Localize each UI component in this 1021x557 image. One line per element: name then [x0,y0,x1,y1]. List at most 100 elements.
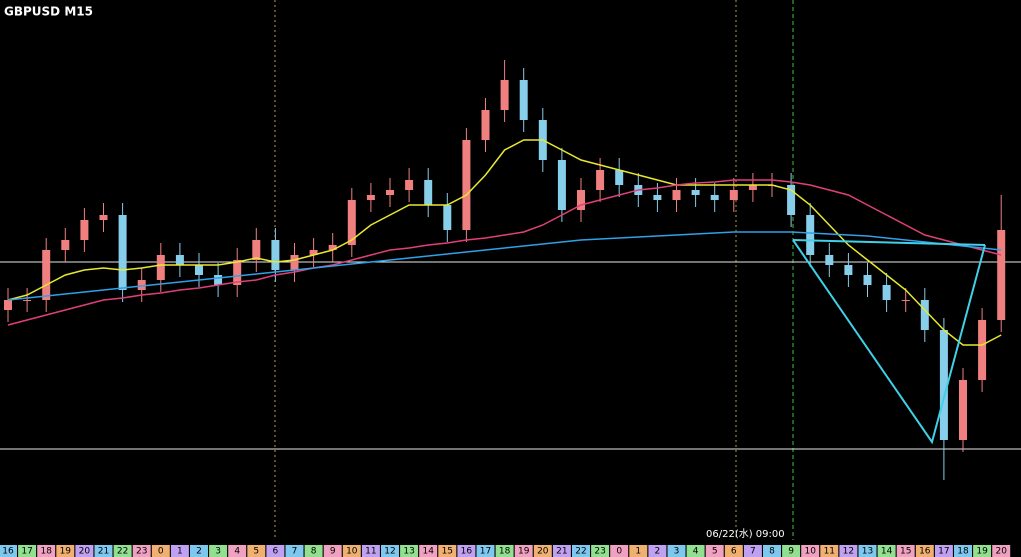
x-tick-label: 4 [693,547,699,557]
candle-body [959,380,967,440]
time-tag [495,545,514,557]
candle-body [4,300,12,310]
x-tick-label: 6 [273,547,279,557]
candle-body [672,190,681,200]
x-tick-label: 23 [136,547,147,557]
time-tag [170,545,189,557]
x-tick-label: 19 [60,547,72,557]
candle-body [118,215,127,290]
time-tag [839,545,858,557]
time-tag [94,545,113,557]
x-tick-label: 18 [957,547,969,557]
candle-body [500,80,509,110]
x-tick-label: 3 [215,547,221,557]
x-tick-label: 9 [330,547,336,557]
time-tag [361,545,380,557]
x-tick-label: 10 [346,547,358,557]
time-tag [743,545,762,557]
candle-body [729,190,738,200]
x-tick-label: 8 [311,547,317,557]
candle-body [214,275,223,285]
x-tick-label: 17 [21,547,32,557]
time-tag [915,545,934,557]
x-tick-label: 14 [881,547,893,557]
candle-body [271,240,280,270]
time-tag [266,545,285,557]
cursor-time: 06/22(水) 09:00 [706,528,785,540]
time-tag [438,545,457,557]
time-tag [973,545,992,557]
x-tick-label: 16 [461,547,473,557]
candle-body [519,80,528,120]
candle-body [424,180,433,205]
x-tick-label: 1 [635,547,641,557]
time-tag [954,545,972,557]
x-tick-label: 14 [422,547,434,557]
candle-body [309,250,318,255]
x-tick-label: 5 [253,547,259,557]
candle-body [557,160,566,210]
time-tag [591,545,610,557]
x-tick-label: 19 [518,547,530,557]
time-tag [820,545,839,557]
candle-body [481,110,490,140]
time-tag [877,545,896,557]
x-tick-label: 11 [365,547,376,557]
time-tag [342,545,361,557]
time-tag [572,545,590,557]
time-tag [419,545,438,557]
candle-body [825,255,834,265]
x-tick-label: 8 [769,547,775,557]
time-tag [381,545,399,557]
time-tag [610,545,629,557]
x-tick-label: 2 [196,547,202,557]
x-tick-label: 19 [976,547,988,557]
candle-body [901,300,910,301]
x-tick-label: 7 [292,547,298,557]
candle-body [653,195,662,200]
x-tick-label: 7 [750,547,756,557]
x-tick-label: 17 [938,547,949,557]
x-tick-label: 3 [674,547,680,557]
x-tick-label: 15 [442,547,453,557]
candle-body [80,220,89,240]
x-tick-label: 0 [616,547,622,557]
candle-body [939,330,948,440]
candle-body [233,260,242,285]
time-tag [552,545,571,557]
chart-title: GBPUSD M15 [4,5,93,19]
x-tick-label: 23 [594,547,605,557]
candle-body [806,215,815,255]
time-tag [934,545,953,557]
x-tick-label: 13 [403,547,414,557]
moving-average [7,179,1002,326]
x-tick-label: 13 [862,547,873,557]
candle-body [710,195,719,200]
time-tag [56,545,75,557]
time-tag [0,545,17,557]
candle-body [920,300,929,330]
x-tick-label: 20 [79,547,91,557]
x-tick-label: 21 [98,547,109,557]
time-tag [992,545,1011,557]
time-tag [896,545,915,557]
time-tag [323,545,342,557]
candle-body [290,255,299,270]
zigzag [792,239,986,445]
trend-line [792,239,986,246]
time-tag [113,545,132,557]
time-tag [667,545,686,557]
x-tick-label: 11 [824,547,835,557]
candle-body [99,215,108,220]
candle-body [252,240,261,260]
candle-body [23,300,32,301]
time-tag [457,545,476,557]
time-tag [514,545,533,557]
candle-body [978,320,987,380]
candle-body [42,250,51,300]
candle-body [863,275,872,285]
time-tag [858,545,877,557]
time-tag [37,545,56,557]
